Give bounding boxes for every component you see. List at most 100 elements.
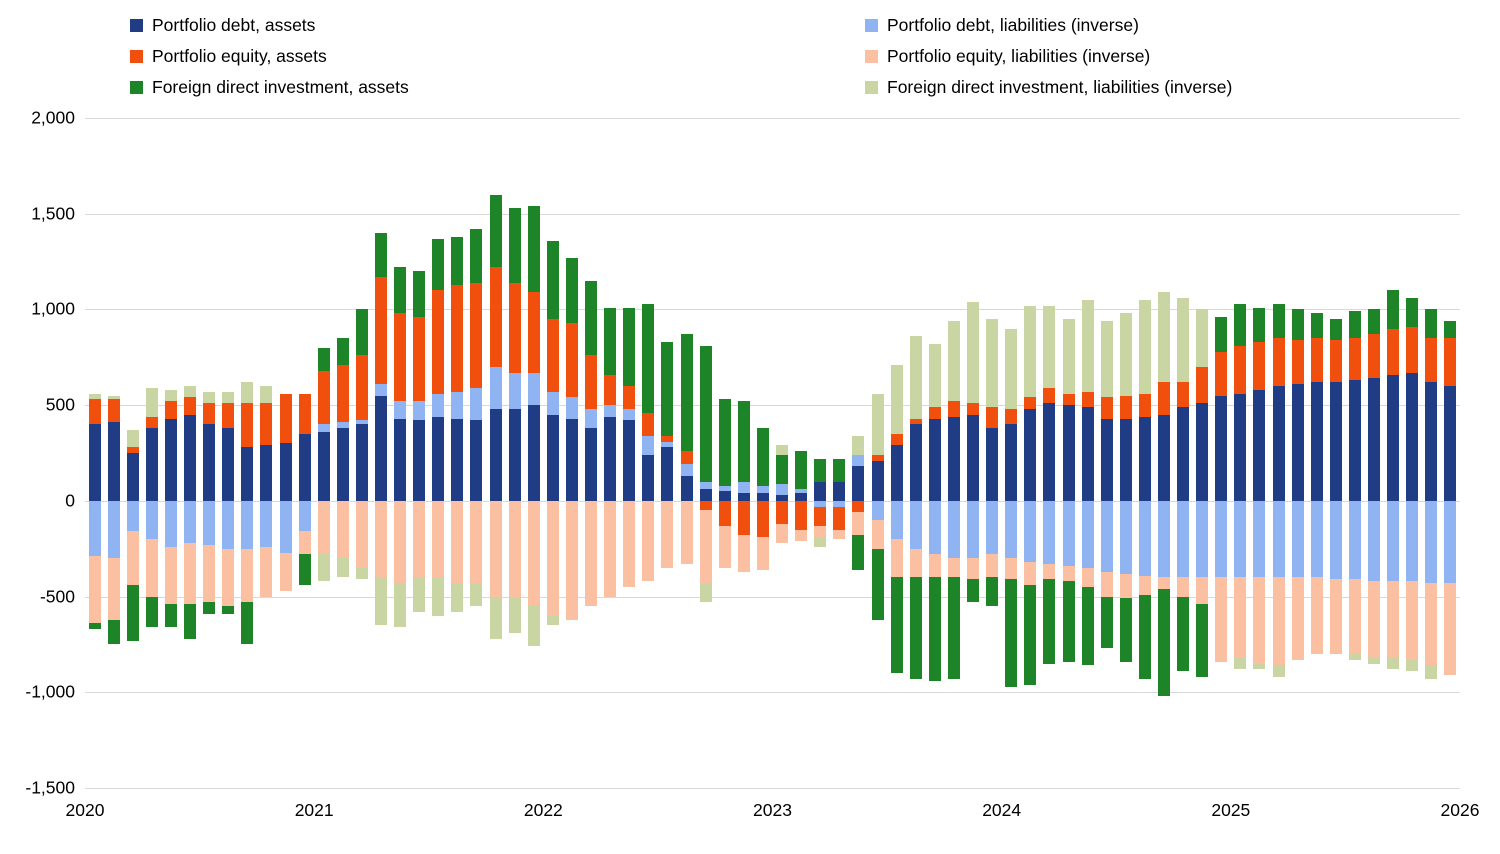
bar-segment xyxy=(164,418,177,501)
bar-segment xyxy=(1234,393,1247,501)
bar-segment xyxy=(1081,567,1094,587)
bar-segment xyxy=(1310,313,1323,339)
bar-segment xyxy=(795,529,808,542)
bar-segment xyxy=(1387,290,1400,329)
bar-segment xyxy=(145,387,158,417)
bar-segment xyxy=(1177,407,1190,501)
bar-segment xyxy=(203,424,216,501)
bar-segment xyxy=(890,500,903,540)
bar-segment xyxy=(1157,577,1170,589)
legend-label: Foreign direct investment, liabilities (… xyxy=(887,77,1233,97)
bar-segment xyxy=(1119,418,1132,501)
bar-segment xyxy=(1005,424,1018,501)
legend-item: Portfolio equity, assets xyxy=(130,41,409,72)
bar-segment xyxy=(1100,571,1113,597)
bar-segment xyxy=(1368,581,1381,658)
bar-segment xyxy=(355,500,368,568)
bar-segment xyxy=(451,391,464,419)
bar-segment xyxy=(604,500,617,597)
bar-segment xyxy=(1234,500,1247,578)
bar-segment xyxy=(699,481,712,490)
bar-segment xyxy=(737,535,750,572)
bar-segment xyxy=(470,420,483,501)
bar-segment xyxy=(1329,319,1342,341)
bar-segment xyxy=(1062,500,1075,566)
bar-segment xyxy=(184,414,197,501)
bar-segment xyxy=(489,408,502,501)
bar-segment xyxy=(585,500,598,607)
bar-segment xyxy=(126,585,139,641)
bar-segment xyxy=(470,583,483,607)
bar-segment xyxy=(776,523,789,543)
bar-segment xyxy=(680,451,693,465)
bar-segment xyxy=(527,372,540,406)
bar-segment xyxy=(1215,577,1228,662)
bar-segment xyxy=(623,386,636,409)
bar-segment xyxy=(375,500,387,578)
bar-segment xyxy=(241,447,254,501)
legend-swatch-icon xyxy=(865,19,878,32)
bar-segment xyxy=(890,445,903,501)
bar-segment xyxy=(1157,588,1170,697)
bar-segment xyxy=(814,481,827,501)
bar-segment xyxy=(623,500,636,587)
bar-segment xyxy=(184,397,197,415)
bar-segment xyxy=(909,418,922,425)
bar-segment xyxy=(508,372,521,409)
bar-segment xyxy=(565,397,578,419)
bar-segment xyxy=(1062,581,1075,662)
bar-segment xyxy=(489,366,502,409)
bar-segment xyxy=(1119,500,1132,574)
bar-segment xyxy=(1406,500,1419,582)
x-axis-label: 2023 xyxy=(753,800,792,820)
bar-segment xyxy=(1272,303,1285,339)
bar-segment xyxy=(928,577,941,681)
bar-segment xyxy=(336,338,349,365)
bar-segment xyxy=(1425,309,1438,339)
bar-segment xyxy=(1406,581,1419,660)
bar-segment xyxy=(833,458,846,482)
bar-segment xyxy=(604,405,617,417)
bar-segment xyxy=(718,485,731,492)
bar-segment xyxy=(241,548,254,603)
bar-segment xyxy=(355,567,368,580)
bar-segment xyxy=(1138,393,1151,417)
bar-segment xyxy=(527,405,540,501)
bar-segment xyxy=(928,343,941,408)
bar-segment xyxy=(222,500,235,549)
bar-segment xyxy=(814,525,827,538)
bar-segment xyxy=(1005,408,1018,425)
bar-segment xyxy=(699,500,712,511)
gridline xyxy=(85,788,1460,789)
bar-segment xyxy=(909,548,922,578)
bar-segment xyxy=(88,556,101,624)
bar-segment xyxy=(1329,382,1342,501)
bar-segment xyxy=(375,276,387,385)
bar-segment xyxy=(203,544,216,603)
bar-segment xyxy=(795,493,808,501)
bar-segment xyxy=(145,596,158,628)
legend-swatch-icon xyxy=(130,50,143,63)
bar-segment xyxy=(1329,500,1342,580)
bar-segment xyxy=(260,445,273,501)
bar-segment xyxy=(1100,320,1113,398)
bar-segment xyxy=(967,301,980,404)
bar-segment xyxy=(432,577,445,616)
bar-segment xyxy=(1425,665,1438,679)
bar-segment xyxy=(1253,341,1266,390)
bar-segment xyxy=(355,355,368,421)
bar-segment xyxy=(1425,583,1438,666)
bar-segment xyxy=(604,374,617,406)
bar-segment xyxy=(833,506,846,530)
bar-segment xyxy=(1272,338,1285,386)
bar-segment xyxy=(203,403,216,425)
bar-segment xyxy=(126,430,139,448)
bar-segment xyxy=(107,399,120,423)
bar-segment xyxy=(470,500,483,584)
bar-segment xyxy=(413,271,426,318)
bar-segment xyxy=(1291,577,1304,660)
bar-segment xyxy=(585,408,598,429)
bar-segment xyxy=(1234,577,1247,658)
bar-segment xyxy=(986,407,999,429)
bar-segment xyxy=(947,416,960,501)
